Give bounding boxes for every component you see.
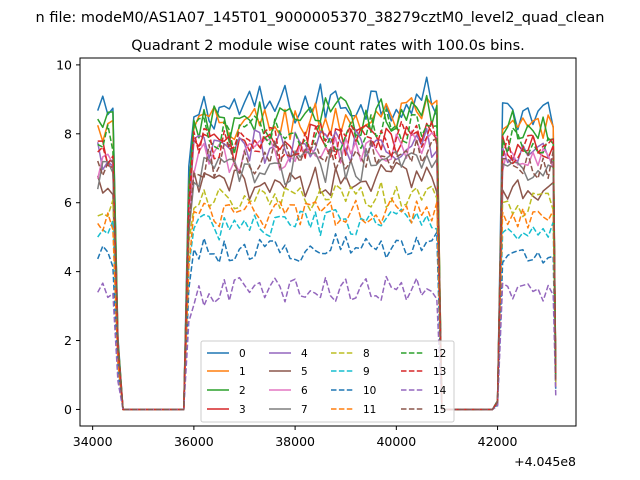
x-tick-label: 34000 [73,434,113,449]
y-tick-label: 2 [64,333,72,348]
legend-label: 2 [239,385,246,397]
legend-label: 9 [363,366,370,378]
x-tick-label: 42000 [478,434,518,449]
legend-label: 1 [239,366,246,378]
legend-label: 7 [301,404,308,416]
plot-frame [79,57,577,427]
legend-label: 10 [363,385,376,397]
legend-box [200,340,455,423]
series-line-15 [97,137,557,411]
x-tick-label: 36000 [174,434,214,449]
x-tick-label: 38000 [275,434,315,449]
legend-label: 12 [433,348,446,360]
legend-label: 6 [301,385,308,397]
legend-label: 4 [301,348,308,360]
legend-label: 5 [301,366,308,378]
chart-title: Quadrant 2 module wise count rates with … [131,38,525,54]
legend-label: 15 [433,404,446,416]
x-axis: 34000 36000 38000 40000 42000 [73,426,518,449]
legend-label: 13 [433,366,446,378]
x-tick-label: 40000 [376,434,416,449]
series-line-13 [97,120,557,411]
x-offset-label: +4.045e8 [514,454,576,469]
y-axis: 0 2 4 6 8 10 [56,57,80,417]
legend-label: 3 [239,404,246,416]
y-tick-label: 4 [64,264,72,279]
series-layer [96,76,557,411]
figure-suptitle: n file: modeM0/AS1A07_145T01_9000005370_… [36,10,605,26]
legend-label: 11 [363,404,376,416]
y-tick-label: 0 [64,402,72,417]
legend-label: 14 [433,385,447,397]
legend-label: 0 [239,348,246,360]
legend-label: 8 [363,348,370,360]
y-tick-label: 10 [56,57,72,72]
y-tick-label: 8 [64,126,72,141]
y-tick-label: 6 [64,195,72,210]
